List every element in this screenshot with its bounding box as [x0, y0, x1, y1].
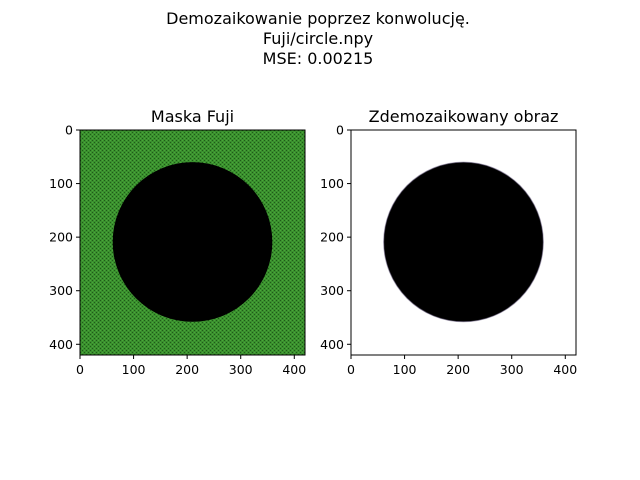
fuji-mask-xtick-label: 200: [175, 362, 199, 377]
fuji-mask-ytick-label: 400: [49, 337, 73, 352]
demosaiced-xtick-label: 400: [553, 362, 577, 377]
suptitle-line-3: MSE: 0.00215: [263, 49, 374, 68]
demosaiced-xtick-label: 200: [446, 362, 470, 377]
fuji-mask-title: Maska Fuji: [151, 107, 234, 126]
demosaiced-ytick-label: 100: [320, 176, 344, 191]
demosaiced-xtick-label: 300: [500, 362, 524, 377]
demosaiced-title: Zdemozaikowany obraz: [369, 107, 559, 126]
fuji-mask-xtick-label: 300: [229, 362, 253, 377]
suptitle-line-2: Fuji/circle.npy: [263, 29, 373, 48]
demosaiced-xtick-label: 0: [347, 362, 355, 377]
suptitle: Demozaikowanie poprzez konwolucję. Fuji/…: [166, 9, 470, 68]
fuji-mask-axes-frame: [79, 129, 306, 356]
demosaiced-ytick-label: 0: [336, 123, 344, 138]
demosaiced-ytick-label: 400: [320, 337, 344, 352]
demosaiced-ytick-label: 200: [320, 230, 344, 245]
fuji-mask-xtick-label: 100: [122, 362, 146, 377]
suptitle-line-1: Demozaikowanie poprzez konwolucję.: [166, 9, 470, 28]
demosaiced-circle: [383, 162, 544, 322]
fuji-mask-ytick-label: 200: [49, 230, 73, 245]
fuji-mask-xtick-label: 400: [282, 362, 306, 377]
demosaiced-axes-frame: [350, 129, 577, 356]
fuji-mask-circle: [112, 162, 273, 322]
fuji-mask-ytick-label: 100: [49, 176, 73, 191]
demosaiced-xtick-label: 100: [393, 362, 417, 377]
demosaiced-circle-edge: [383, 161, 544, 323]
fuji-mask-ytick-label: 300: [49, 283, 73, 298]
fuji-mask-xtick-label: 0: [76, 362, 84, 377]
demosaiced-ytick-label: 300: [320, 283, 344, 298]
fuji-mask-ytick-label: 0: [65, 123, 73, 138]
